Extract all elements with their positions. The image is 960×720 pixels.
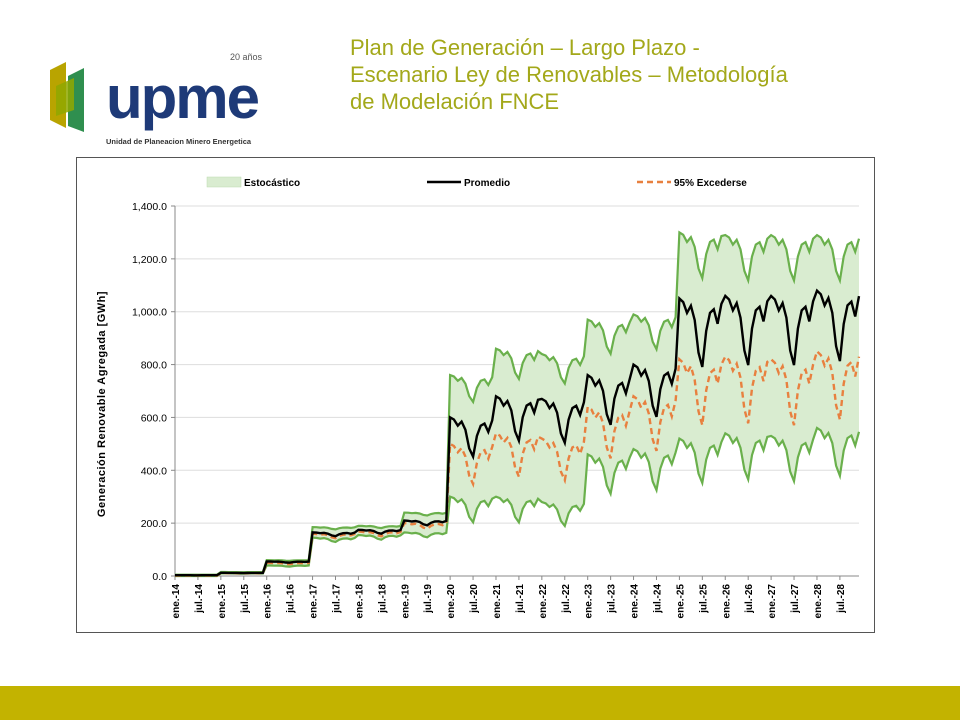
stochastic-band: [175, 232, 859, 576]
x-tick-label: ene.-18: [354, 584, 365, 619]
x-tick-label: jul.-20: [469, 584, 480, 614]
chart-series: [175, 230, 861, 578]
x-tick-label: ene.-16: [263, 584, 274, 619]
legend-item: 95% Excederse: [637, 178, 747, 189]
logo-anniversary: 20 años: [230, 52, 263, 62]
y-tick-label: 600.0: [141, 412, 167, 424]
footer-bar: [0, 686, 960, 720]
y-tick-label: 200.0: [141, 518, 167, 530]
y-tick-label: 1,200.0: [132, 254, 167, 266]
x-tick-label: ene.-15: [217, 584, 228, 619]
x-tick-label: jul.-25: [698, 584, 709, 614]
x-tick-label: ene.-28: [813, 584, 824, 619]
x-tick-label: ene.-21: [492, 584, 503, 619]
y-axis-label: Generación Renovable Agregada [GWh]: [96, 291, 108, 517]
x-tick-label: jul.-16: [286, 584, 297, 614]
x-tick-label: ene.-22: [538, 584, 549, 619]
x-tick-label: jul.-23: [607, 584, 618, 614]
band-lower-line: [175, 426, 861, 578]
legend-band-swatch: [206, 176, 242, 188]
chart-legend: Estocástico Promedio 95% Excederse: [206, 176, 747, 189]
y-axis: 0.0 200.0 400.0 600.0 800.0 1,000.0 1,200.0 1,4…: [132, 201, 176, 583]
slide-title-line-3: de Modelación FNCE: [350, 89, 560, 114]
x-tick-label: jul.-22: [561, 584, 572, 614]
x-axis: ene.-14 jul.-14 ene.-15 jul.-15 ene.-16 jul.-…: [171, 575, 859, 619]
x-tick-label: jul.-19: [423, 584, 434, 614]
legend-label: 95% Excederse: [674, 178, 747, 189]
mean-line: [175, 288, 861, 577]
y-tick-label: 1,400.0: [132, 201, 167, 213]
slide-title: Plan de Generación – Largo Plazo - Escen…: [350, 34, 930, 115]
slide-title-line-2: Escenario Ley de Renovables – Metodologí…: [350, 62, 788, 87]
chart-frame: 0.0 200.0 400.0 600.0 800.0 1,000.0 1,200.0 1,4…: [76, 157, 875, 633]
x-tick-label: jul.-15: [240, 584, 251, 614]
legend-label: Promedio: [464, 178, 510, 189]
logo-tagline: Unidad de Planeacion Minero Energetica: [106, 137, 252, 146]
band-upper-line: [175, 230, 861, 576]
x-tick-label: ene.-14: [171, 584, 182, 619]
y-tick-label: 800.0: [141, 360, 167, 372]
x-tick-label: jul.-18: [377, 584, 388, 614]
y-tick-label: 0.0: [152, 571, 167, 583]
legend-item: Estocástico: [206, 176, 300, 189]
slide-title-line-1: Plan de Generación – Largo Plazo -: [350, 35, 700, 60]
x-tick-label: jul.-26: [744, 584, 755, 614]
legend-item: Promedio: [427, 178, 510, 189]
x-tick-label: jul.-21: [515, 584, 526, 614]
logo-wordmark: upme: [106, 64, 259, 131]
upme-emblem-icon: [50, 62, 84, 132]
y-tick-label: 1,000.0: [132, 307, 167, 319]
x-tick-label: ene.-25: [675, 584, 686, 619]
x-tick-label: jul.-28: [836, 584, 847, 614]
x-tick-label: jul.-27: [790, 584, 801, 614]
x-tick-label: ene.-19: [400, 584, 411, 619]
x-tick-label: ene.-26: [721, 584, 732, 619]
legend-label: Estocástico: [244, 178, 300, 189]
x-tick-label: ene.-24: [630, 584, 641, 619]
x-tick-label: ene.-27: [767, 584, 778, 619]
upme-logo: 20 años upme Unidad de Planeacion Minero…: [50, 52, 263, 146]
chart: 0.0 200.0 400.0 600.0 800.0 1,000.0 1,200.0 1,4…: [96, 176, 861, 619]
x-tick-label: jul.-14: [194, 584, 205, 614]
y-tick-label: 400.0: [141, 465, 167, 477]
exceed-95-line: [175, 349, 861, 577]
x-tick-label: jul.-17: [331, 584, 342, 614]
x-tick-label: jul.-24: [652, 584, 663, 614]
x-tick-label: ene.-23: [584, 584, 595, 619]
x-tick-label: ene.-20: [446, 584, 457, 619]
x-tick-label: ene.-17: [309, 584, 320, 619]
